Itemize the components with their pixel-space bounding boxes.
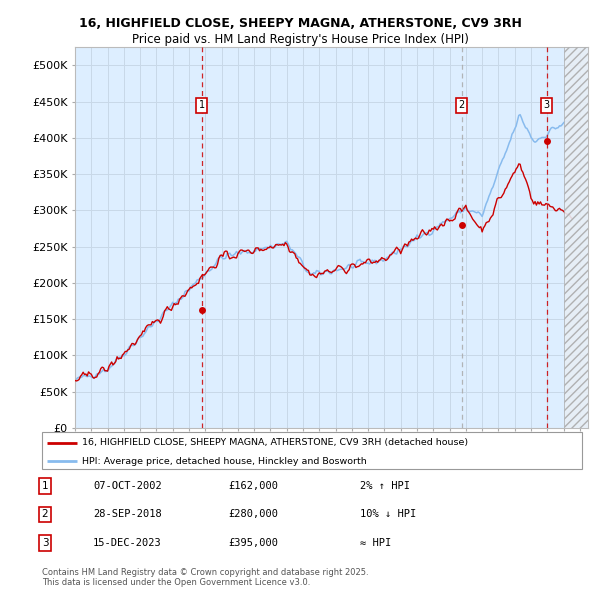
Text: 07-OCT-2002: 07-OCT-2002 — [93, 481, 162, 491]
FancyBboxPatch shape — [42, 432, 582, 469]
Text: ≈ HPI: ≈ HPI — [360, 538, 391, 548]
Text: 28-SEP-2018: 28-SEP-2018 — [93, 510, 162, 519]
Text: £162,000: £162,000 — [228, 481, 278, 491]
Text: 3: 3 — [41, 538, 49, 548]
Text: 2: 2 — [458, 100, 465, 110]
Text: £280,000: £280,000 — [228, 510, 278, 519]
Text: 16, HIGHFIELD CLOSE, SHEEPY MAGNA, ATHERSTONE, CV9 3RH (detached house): 16, HIGHFIELD CLOSE, SHEEPY MAGNA, ATHER… — [83, 438, 469, 447]
Text: 2% ↑ HPI: 2% ↑ HPI — [360, 481, 410, 491]
Text: £395,000: £395,000 — [228, 538, 278, 548]
Text: HPI: Average price, detached house, Hinckley and Bosworth: HPI: Average price, detached house, Hinc… — [83, 457, 367, 466]
Text: 10% ↓ HPI: 10% ↓ HPI — [360, 510, 416, 519]
Text: 2: 2 — [41, 510, 49, 519]
Text: 16, HIGHFIELD CLOSE, SHEEPY MAGNA, ATHERSTONE, CV9 3RH: 16, HIGHFIELD CLOSE, SHEEPY MAGNA, ATHER… — [79, 17, 521, 30]
Text: Contains HM Land Registry data © Crown copyright and database right 2025.
This d: Contains HM Land Registry data © Crown c… — [42, 568, 368, 587]
Text: 3: 3 — [544, 100, 550, 110]
Text: Price paid vs. HM Land Registry's House Price Index (HPI): Price paid vs. HM Land Registry's House … — [131, 33, 469, 46]
Text: 1: 1 — [41, 481, 49, 491]
Text: 1: 1 — [199, 100, 205, 110]
Text: 15-DEC-2023: 15-DEC-2023 — [93, 538, 162, 548]
